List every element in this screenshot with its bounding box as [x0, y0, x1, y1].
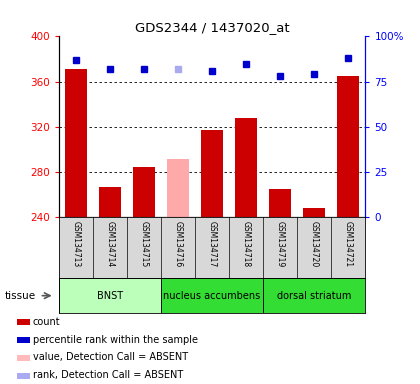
Text: GSM134717: GSM134717 [207, 221, 217, 268]
Bar [133, 167, 155, 217]
Bar [17, 319, 29, 325]
Text: nucleus accumbens: nucleus accumbens [163, 291, 261, 301]
Text: dorsal striatum: dorsal striatum [277, 291, 352, 301]
Text: GSM134721: GSM134721 [344, 221, 353, 267]
Bar [303, 208, 326, 217]
Bar [161, 278, 263, 313]
Text: GSM134719: GSM134719 [276, 221, 285, 268]
Text: count: count [33, 317, 60, 327]
Bar [337, 76, 360, 217]
Bar [235, 118, 257, 217]
Text: GSM134714: GSM134714 [105, 221, 114, 268]
Text: percentile rank within the sample: percentile rank within the sample [33, 334, 198, 344]
Text: tissue: tissue [4, 291, 35, 301]
Text: rank, Detection Call = ABSENT: rank, Detection Call = ABSENT [33, 370, 183, 380]
Bar [167, 159, 189, 217]
Text: value, Detection Call = ABSENT: value, Detection Call = ABSENT [33, 353, 188, 362]
Bar [17, 373, 29, 379]
Bar [65, 69, 87, 217]
Bar [201, 130, 223, 217]
Text: GSM134716: GSM134716 [173, 221, 183, 268]
Bar [17, 337, 29, 343]
Bar [263, 278, 365, 313]
Text: GSM134713: GSM134713 [71, 221, 80, 268]
Text: GSM134720: GSM134720 [310, 221, 319, 268]
Bar [17, 355, 29, 361]
Text: GSM134715: GSM134715 [139, 221, 148, 268]
Title: GDS2344 / 1437020_at: GDS2344 / 1437020_at [135, 21, 289, 34]
Bar [99, 187, 121, 217]
Text: GSM134718: GSM134718 [241, 221, 251, 267]
Bar [59, 278, 161, 313]
Text: BNST: BNST [97, 291, 123, 301]
Bar [269, 189, 291, 217]
